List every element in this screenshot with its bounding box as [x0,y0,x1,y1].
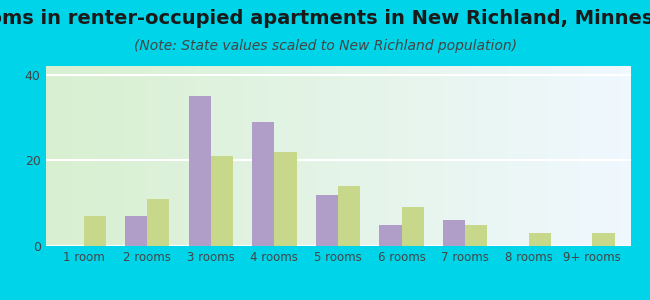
Text: (Note: State values scaled to New Richland population): (Note: State values scaled to New Richla… [133,39,517,53]
Bar [338,186,360,246]
Bar [443,220,465,246]
Text: Rooms in renter-occupied apartments in New Richland, Minnesota: Rooms in renter-occupied apartments in N… [0,9,650,28]
Bar [252,122,274,246]
Bar [84,216,106,246]
Bar [125,216,148,246]
Bar [592,233,615,246]
Bar [316,195,338,246]
Bar [528,233,551,246]
Bar [380,225,402,246]
Bar [211,156,233,246]
Bar [148,199,170,246]
Bar [188,96,211,246]
Bar [465,225,488,246]
Bar [402,207,424,246]
Bar [274,152,296,246]
